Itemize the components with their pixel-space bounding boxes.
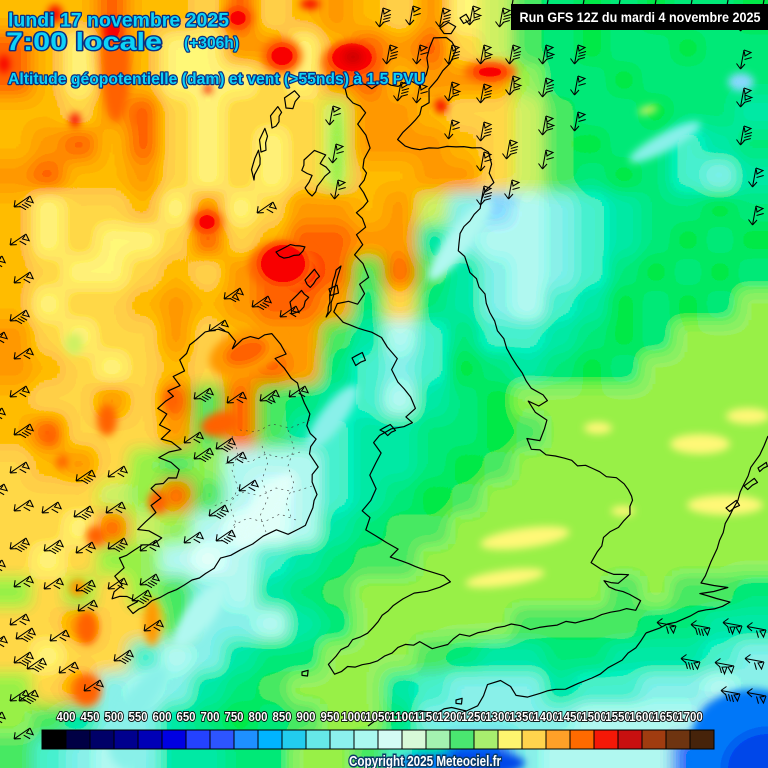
svg-text:1000: 1000	[341, 710, 367, 724]
svg-text:1450: 1450	[557, 710, 583, 724]
svg-text:Copyright 2025 Meteociel.fr: Copyright 2025 Meteociel.fr	[349, 754, 501, 768]
svg-text:1600: 1600	[629, 710, 655, 724]
svg-text:850: 850	[273, 710, 292, 724]
svg-text:900: 900	[297, 710, 316, 724]
svg-text:Run GFS 12Z du mardi 4 novembr: Run GFS 12Z du mardi 4 novembre 2025	[520, 10, 761, 25]
svg-text:1500: 1500	[581, 710, 607, 724]
svg-text:600: 600	[153, 710, 172, 724]
svg-text:950: 950	[321, 710, 340, 724]
svg-text:1250: 1250	[461, 710, 487, 724]
svg-text:7:00 locale: 7:00 locale	[6, 28, 162, 56]
svg-text:700: 700	[201, 710, 220, 724]
svg-text:(+306h): (+306h)	[184, 35, 239, 52]
svg-text:1350: 1350	[509, 710, 535, 724]
svg-text:1100: 1100	[389, 710, 415, 724]
svg-text:1400: 1400	[533, 710, 559, 724]
svg-text:1150: 1150	[413, 710, 439, 724]
svg-text:550: 550	[129, 710, 148, 724]
svg-text:1300: 1300	[485, 710, 511, 724]
svg-text:500: 500	[105, 710, 124, 724]
svg-text:1700: 1700	[677, 710, 703, 724]
svg-text:lundi 17 novembre 2025: lundi 17 novembre 2025	[8, 10, 229, 32]
svg-text:450: 450	[81, 710, 100, 724]
svg-text:750: 750	[225, 710, 244, 724]
svg-text:1050: 1050	[365, 710, 391, 724]
svg-text:Altitude géopotentielle (dam): Altitude géopotentielle (dam) et vent (>…	[8, 71, 425, 88]
svg-text:1550: 1550	[605, 710, 631, 724]
svg-text:400: 400	[57, 710, 76, 724]
svg-text:1650: 1650	[653, 710, 679, 724]
svg-text:800: 800	[249, 710, 268, 724]
svg-text:1200: 1200	[437, 710, 463, 724]
svg-text:650: 650	[177, 710, 196, 724]
